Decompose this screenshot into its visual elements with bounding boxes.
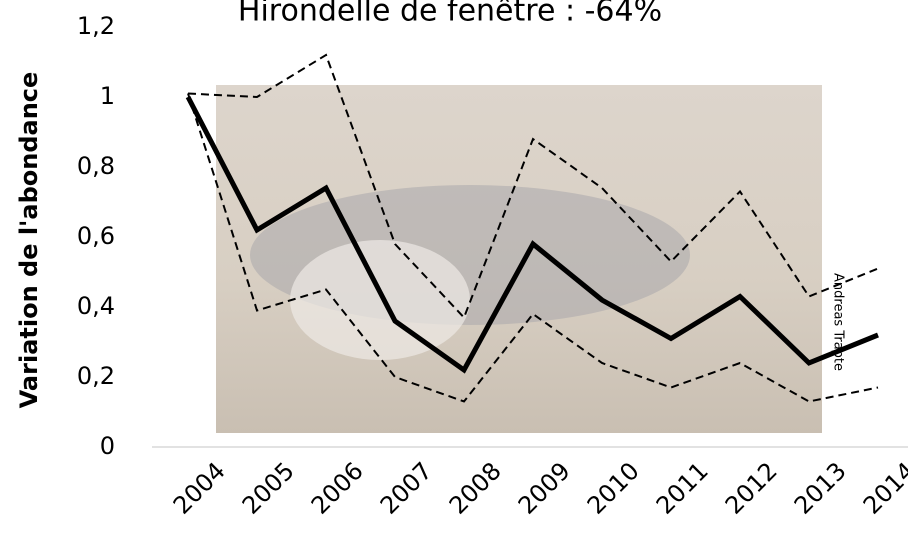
x-tick-label: 2007 [375, 457, 438, 520]
y-axis-label: Variation de l'abondance [15, 72, 43, 409]
x-tick-label: 2008 [444, 457, 507, 520]
x-tick-label: 2011 [651, 457, 714, 520]
x-tick-label: 2010 [582, 457, 645, 520]
x-tick-label: 2014 [858, 457, 908, 520]
y-tick-label: 0,8 [77, 152, 115, 180]
x-tick-label: 2004 [168, 457, 231, 520]
y-tick-label: 0 [100, 432, 115, 460]
x-tick-label: 2009 [513, 457, 576, 520]
photo-bird-belly [290, 240, 470, 360]
photo-credit: Andreas Trapte [831, 273, 846, 371]
y-tick-label: 0,4 [77, 292, 115, 320]
y-tick-label: 0,6 [77, 222, 115, 250]
y-tick-label: 1,2 [77, 12, 115, 40]
x-tick-label: 2013 [789, 457, 852, 520]
y-tick-label: 1 [100, 82, 115, 110]
x-tick-label: 2006 [306, 457, 369, 520]
y-tick-label: 0,2 [77, 362, 115, 390]
series-line [187, 93, 879, 403]
series-line [185, 95, 879, 374]
x-tick-label: 2005 [237, 457, 300, 520]
x-tick-label: 2012 [720, 457, 783, 520]
chart-title: Hirondelle de fenêtre : -64% [238, 0, 662, 29]
series-line [187, 53, 879, 320]
